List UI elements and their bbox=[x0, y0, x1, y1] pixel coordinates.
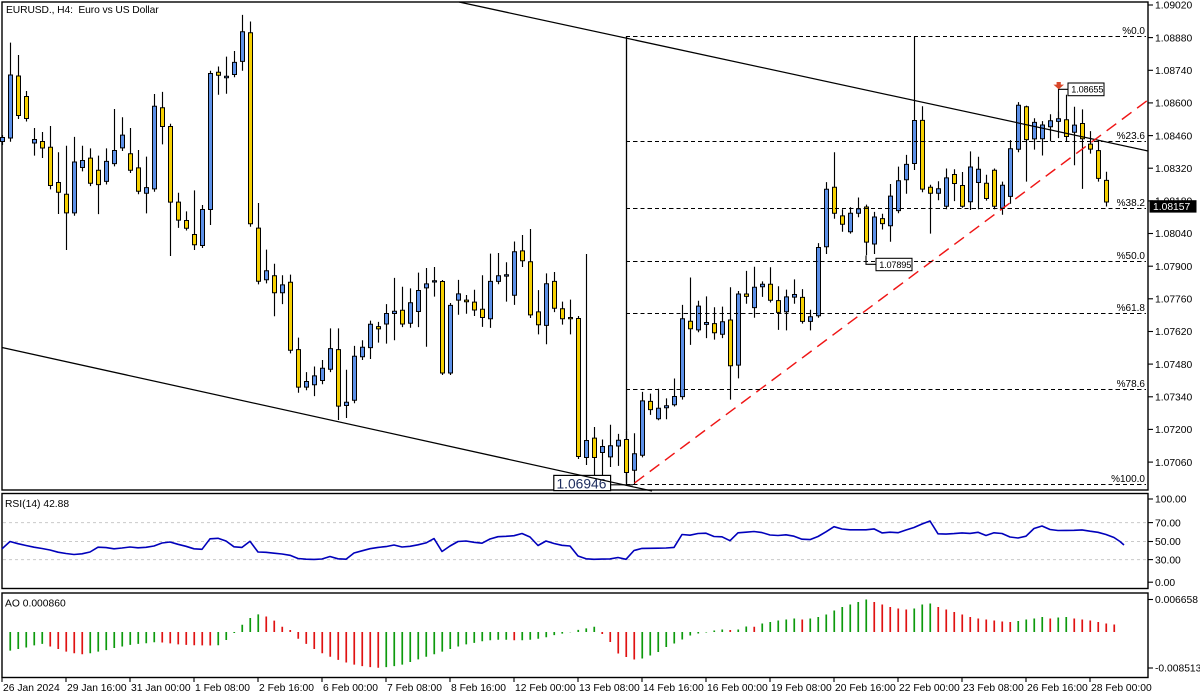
svg-text:70.00: 70.00 bbox=[1155, 518, 1181, 529]
svg-text:AO 0.000860: AO 0.000860 bbox=[5, 599, 66, 610]
svg-text:8 Feb 16:00: 8 Feb 16:00 bbox=[451, 683, 506, 694]
svg-text:-0.008513: -0.008513 bbox=[1155, 664, 1200, 675]
svg-text:23 Feb 08:00: 23 Feb 08:00 bbox=[963, 683, 1024, 694]
svg-text:26 Feb 16:00: 26 Feb 16:00 bbox=[1027, 683, 1088, 694]
svg-text:1.07060: 1.07060 bbox=[1155, 458, 1192, 469]
svg-text:%38.2: %38.2 bbox=[1117, 198, 1146, 209]
svg-text:0.006658: 0.006658 bbox=[1155, 595, 1198, 606]
svg-text:22 Feb 00:00: 22 Feb 00:00 bbox=[899, 683, 960, 694]
svg-text:12 Feb 00:00: 12 Feb 00:00 bbox=[515, 683, 576, 694]
svg-text:1.07200: 1.07200 bbox=[1155, 425, 1192, 436]
svg-text:%0.0: %0.0 bbox=[1122, 26, 1145, 37]
svg-text:1.08740: 1.08740 bbox=[1155, 66, 1192, 77]
svg-text:6 Feb 00:00: 6 Feb 00:00 bbox=[323, 683, 378, 694]
svg-text:1.07620: 1.07620 bbox=[1155, 327, 1192, 338]
svg-text:7 Feb 08:00: 7 Feb 08:00 bbox=[387, 683, 442, 694]
svg-text:50.00: 50.00 bbox=[1155, 537, 1181, 548]
svg-text:RSI(14) 42.88: RSI(14) 42.88 bbox=[5, 499, 69, 510]
svg-text:1 Feb 08:00: 1 Feb 08:00 bbox=[195, 683, 250, 694]
svg-text:20 Feb 16:00: 20 Feb 16:00 bbox=[835, 683, 896, 694]
svg-text:19 Feb 08:00: 19 Feb 08:00 bbox=[771, 683, 832, 694]
svg-text:1.07340: 1.07340 bbox=[1155, 393, 1192, 404]
svg-text:2 Feb 16:00: 2 Feb 16:00 bbox=[259, 683, 314, 694]
svg-text:1.08880: 1.08880 bbox=[1155, 33, 1192, 44]
svg-text:1.08655: 1.08655 bbox=[1071, 85, 1103, 95]
svg-text:29 Jan 16:00: 29 Jan 16:00 bbox=[67, 683, 127, 694]
svg-text:26 Jan 2024: 26 Jan 2024 bbox=[3, 683, 60, 694]
svg-text:%61.8: %61.8 bbox=[1117, 303, 1146, 314]
svg-text:31 Jan 00:00: 31 Jan 00:00 bbox=[131, 683, 191, 694]
svg-text:16 Feb 00:00: 16 Feb 00:00 bbox=[707, 683, 768, 694]
svg-text:13 Feb 08:00: 13 Feb 08:00 bbox=[579, 683, 640, 694]
svg-text:1.08157: 1.08157 bbox=[1153, 202, 1190, 213]
svg-text:100.00: 100.00 bbox=[1155, 495, 1187, 506]
svg-text:1.08600: 1.08600 bbox=[1155, 99, 1192, 110]
svg-text:0.00: 0.00 bbox=[1155, 578, 1175, 589]
svg-text:1.08320: 1.08320 bbox=[1155, 164, 1192, 175]
svg-text:1.07480: 1.07480 bbox=[1155, 360, 1192, 371]
svg-text:1.08460: 1.08460 bbox=[1155, 131, 1192, 142]
svg-text:%23.6: %23.6 bbox=[1117, 131, 1146, 142]
svg-text:1.07900: 1.07900 bbox=[1155, 262, 1192, 273]
svg-text:%50.0: %50.0 bbox=[1117, 251, 1146, 262]
svg-text:30.00: 30.00 bbox=[1155, 555, 1181, 566]
svg-text:%100.0: %100.0 bbox=[1111, 474, 1145, 485]
svg-text:1.06946: 1.06946 bbox=[557, 477, 607, 492]
svg-text:1.09020: 1.09020 bbox=[1155, 1, 1192, 12]
svg-text:28 Feb 00:00: 28 Feb 00:00 bbox=[1091, 683, 1152, 694]
svg-text:EURUSD., H4: Euro vs US Dolla: EURUSD., H4: Euro vs US Dollar bbox=[6, 5, 159, 16]
svg-text:1.08040: 1.08040 bbox=[1155, 229, 1192, 240]
svg-text:1.07760: 1.07760 bbox=[1155, 295, 1192, 306]
svg-text:%78.6: %78.6 bbox=[1117, 379, 1146, 390]
svg-text:1.07895: 1.07895 bbox=[879, 260, 911, 270]
svg-text:14 Feb 16:00: 14 Feb 16:00 bbox=[643, 683, 704, 694]
